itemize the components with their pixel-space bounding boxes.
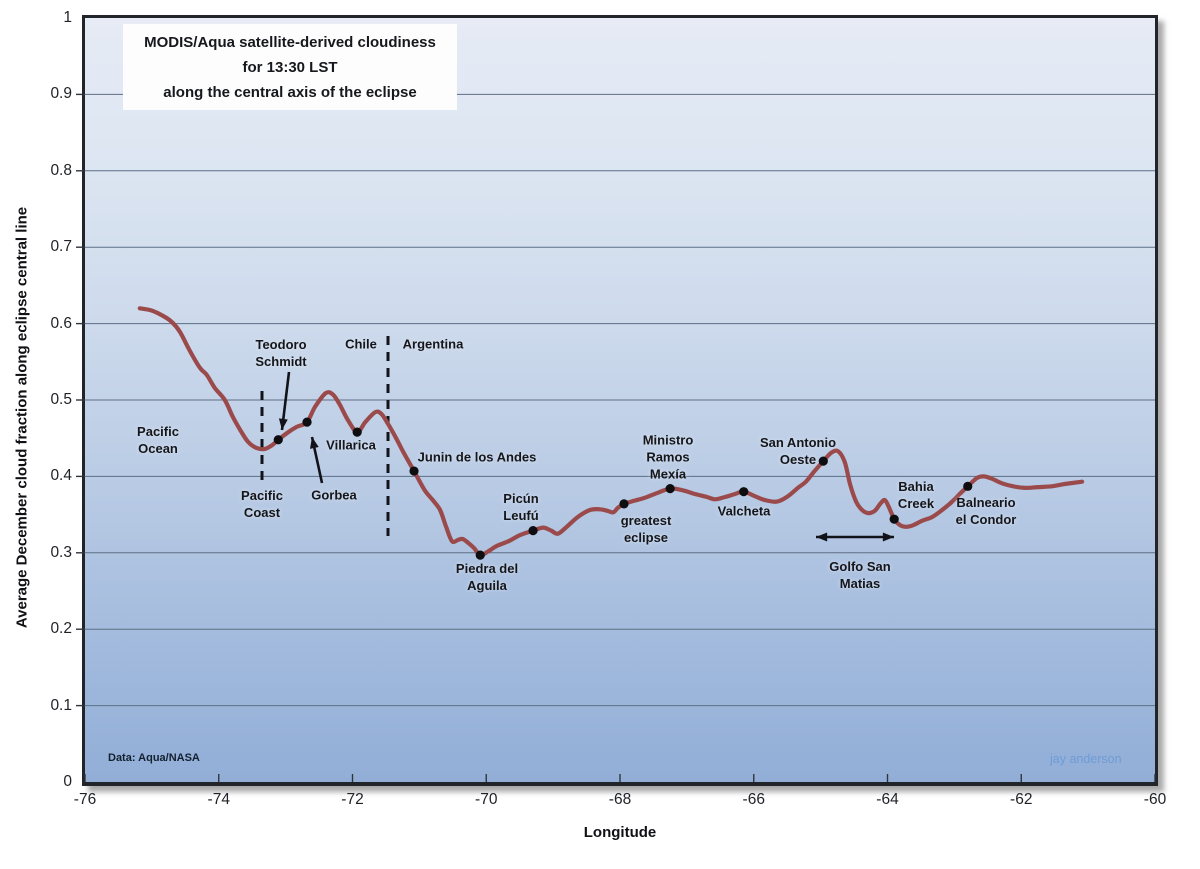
annotation-san-antonio-oeste: San Antonio Oeste	[759, 435, 837, 467]
annotation-pacific-ocean: Pacific Ocean	[137, 424, 179, 456]
annotation-gorbea: Gorbea	[311, 487, 357, 503]
xtick-label--70: -70	[475, 791, 498, 808]
ytick-label-0.7: 0.7	[50, 238, 72, 256]
annotation-chile: Chile	[345, 336, 377, 352]
annotation-bahia-creek: Bahia Creek	[897, 479, 935, 511]
annotation-ministro-ramos-mexia: Ministro Ramos Mexía	[642, 432, 694, 482]
x-axis-title: Longitude	[583, 824, 657, 841]
chart-title-line-3: along the central axis of the eclipse	[163, 83, 417, 101]
ytick-label-1: 1	[63, 9, 72, 26]
chart-title-line-1: MODIS/Aqua satellite-derived cloudiness	[144, 33, 436, 51]
xtick-label--64: -64	[876, 791, 899, 808]
chart-title: MODIS/Aqua satellite-derived cloudiness …	[123, 24, 457, 110]
xtick-label--66: -66	[742, 791, 765, 808]
ytick-label-0.9: 0.9	[50, 85, 72, 103]
annotation-teodoro-schmidt: Teodoro Schmidt	[255, 337, 307, 369]
annotation-greatest-eclipse: greatest eclipse	[620, 513, 672, 545]
xtick-label--72: -72	[341, 791, 364, 808]
author-watermark: jay anderson	[1050, 752, 1122, 766]
chart-title-line-2: for 13:30 LST	[242, 58, 338, 76]
data-credit: Data: Aqua/NASA	[108, 752, 200, 764]
plot-area	[82, 15, 1158, 786]
annotation-junin-de-los-andes: Junin de los Andes	[417, 449, 537, 465]
ytick-label-0.1: 0.1	[50, 696, 72, 714]
annotation-argentina: Argentina	[402, 336, 464, 352]
xtick-label--60: -60	[1143, 791, 1167, 808]
ytick-label-0: 0	[63, 773, 72, 790]
annotation-valcheta: Valcheta	[717, 503, 771, 519]
ytick-label-0.6: 0.6	[50, 314, 72, 332]
annotation-balneario-el-condor: Balneario el Condor	[955, 495, 1017, 527]
annotation-picun-leufu: Picún Leufú	[503, 491, 539, 523]
annotation-golfo-san-matias: Golfo San Matias	[829, 559, 891, 591]
annotation-villarica: Villarica	[326, 437, 376, 453]
xtick-label--74: -74	[207, 791, 230, 808]
annotation-pacific-coast: Pacific Coast	[241, 488, 283, 520]
xtick-label--76: -76	[73, 791, 97, 808]
annotation-piedra-del-aguila: Piedra del Aguila	[455, 561, 519, 593]
ytick-label-0.2: 0.2	[50, 620, 72, 638]
xtick-label--68: -68	[608, 791, 632, 808]
ytick-label-0.8: 0.8	[50, 161, 72, 179]
xtick-label--62: -62	[1010, 791, 1033, 808]
ytick-label-0.5: 0.5	[50, 391, 72, 408]
ytick-label-0.3: 0.3	[50, 543, 72, 561]
ytick-label-0.4: 0.4	[50, 467, 72, 485]
